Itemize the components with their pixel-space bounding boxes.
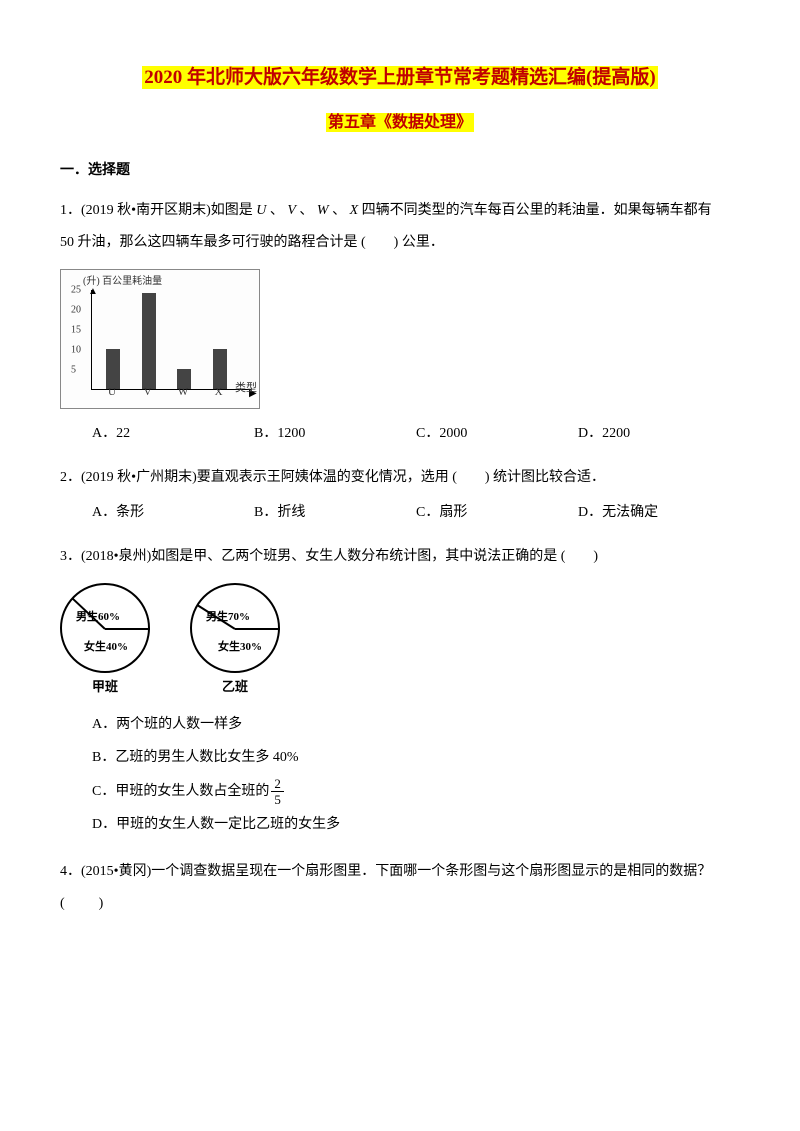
q3-options: A．两个班的人数一样多 B．乙班的男生人数比女生多 40% C．甲班的女生人数占… [92, 708, 740, 842]
q2-options: A．条形 B．折线 C．扇形 D．无法确定 [92, 500, 740, 527]
q2-text: 2．(2019 秋•广州期末)要直观表示王阿姨体温的变化情况，选用 ( ) 统计… [60, 462, 740, 494]
ytick-label: 25 [71, 281, 81, 300]
pie-yi-wrap: 男生70% 女生30% 乙班 [190, 583, 280, 700]
q1-text-b: 四辆不同类型的汽车每百公里的耗油量．如果每辆车都有 [362, 203, 712, 218]
question-2: 2．(2019 秋•广州期末)要直观表示王阿姨体温的变化情况，选用 ( ) 统计… [60, 462, 740, 527]
chart-xlabel: 类型 [235, 378, 257, 399]
ytick-label: 10 [71, 341, 81, 360]
ytick-label: 5 [71, 361, 76, 380]
q4-text: 4．(2015•黄冈)一个调查数据呈现在一个扇形图里．下面哪一个条形图与这个扇形… [60, 856, 740, 888]
ytick-label: 15 [71, 321, 81, 340]
section-heading: 一．选择题 [60, 158, 740, 185]
q1-opt-d[interactable]: D．2200 [578, 421, 740, 448]
q3-opt-d[interactable]: D．甲班的女生人数一定比乙班的女生多 [92, 808, 740, 842]
pie-yi-girl: 女生30% [218, 637, 262, 658]
xtick-label: U [108, 382, 116, 403]
ytick-label: 20 [71, 301, 81, 320]
xtick-label: X [215, 382, 223, 403]
q3-pie-charts: 男生60% 女生40% 甲班 男生70% 女生30% 乙班 [60, 583, 740, 700]
q1-text-a: 1．(2019 秋•南开区期末)如图是 [60, 203, 253, 218]
q1-var-w: W [317, 203, 329, 218]
pie-yi: 男生70% 女生30% [190, 583, 280, 673]
question-3: 3．(2018•泉州)如图是甲、乙两个班男、女生人数分布统计图，其中说法正确的是… [60, 541, 740, 842]
sub-title: 第五章《数据处理》 [60, 108, 740, 138]
pie-jia: 男生60% 女生40% [60, 583, 150, 673]
q1-opt-a[interactable]: A．22 [92, 421, 254, 448]
pie-jia-label: 甲班 [60, 675, 150, 700]
pie-jia-wrap: 男生60% 女生40% 甲班 [60, 583, 150, 700]
q1-bar-chart: (升) 百公里耗油量 ▲ ▶ 类型 510152025UVWX [60, 269, 740, 409]
q3-opt-a[interactable]: A．两个班的人数一样多 [92, 708, 740, 742]
q3-opt-c[interactable]: C．甲班的女生人数占全班的25 [92, 775, 740, 809]
q1-text-c: 50 升油，那么这四辆车最多可行驶的路程合计是 ( ) 公里． [60, 227, 740, 259]
q1-opt-b[interactable]: B．1200 [254, 421, 416, 448]
q2-opt-c[interactable]: C．扇形 [416, 500, 578, 527]
q1-var-x: X [350, 203, 359, 218]
q2-opt-d[interactable]: D．无法确定 [578, 500, 740, 527]
main-title: 2020 年北师大版六年级数学上册章节常考题精选汇编(提高版) [60, 60, 740, 96]
question-4: 4．(2015•黄冈)一个调查数据呈现在一个扇形图里．下面哪一个条形图与这个扇形… [60, 856, 740, 920]
q2-opt-a[interactable]: A．条形 [92, 500, 254, 527]
q1-opt-c[interactable]: C．2000 [416, 421, 578, 448]
q3-opt-b[interactable]: B．乙班的男生人数比女生多 40% [92, 741, 740, 775]
q1-var-v: V [287, 203, 296, 218]
chart-axes [91, 290, 251, 390]
xtick-label: V [144, 382, 152, 403]
pie-yi-label: 乙班 [190, 675, 280, 700]
question-1: 1．(2019 秋•南开区期末)如图是 U 、 V 、 W 、 X 四辆不同类型… [60, 195, 740, 448]
q1-options: A．22 B．1200 C．2000 D．2200 [92, 421, 740, 448]
q1-var-u: U [256, 203, 266, 218]
q3-text: 3．(2018•泉州)如图是甲、乙两个班男、女生人数分布统计图，其中说法正确的是… [60, 541, 740, 573]
pie-jia-girl: 女生40% [84, 637, 128, 658]
xtick-label: W [178, 382, 188, 403]
q4-blank: ( ) [60, 888, 740, 920]
bar [142, 293, 156, 389]
q2-opt-b[interactable]: B．折线 [254, 500, 416, 527]
